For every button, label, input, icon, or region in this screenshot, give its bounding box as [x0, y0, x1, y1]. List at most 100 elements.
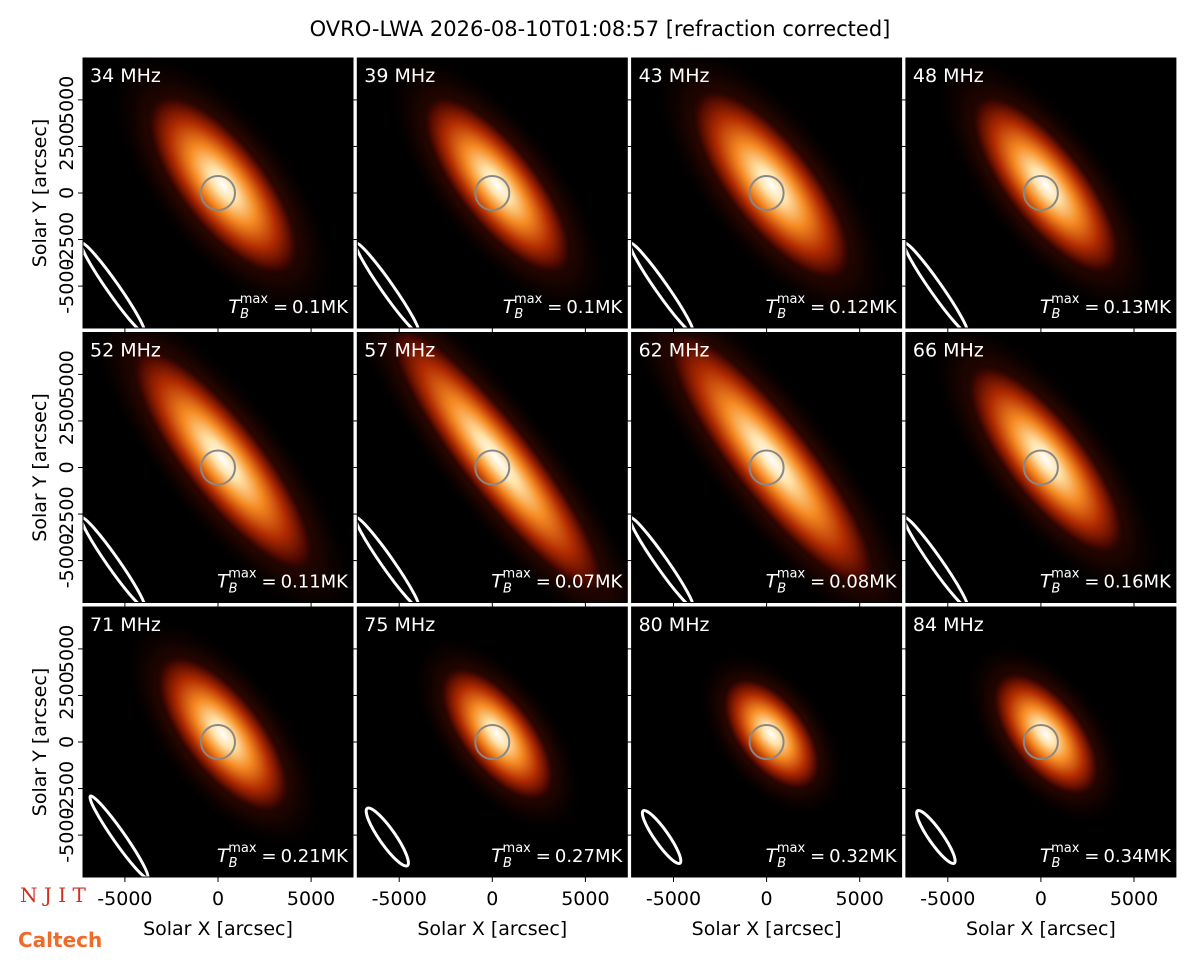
tb-superscript: max — [503, 567, 532, 582]
panel — [83, 58, 353, 328]
tb-superscript: max — [514, 292, 543, 307]
tb-max-value: 0.11MK — [281, 572, 350, 593]
panel — [905, 58, 1176, 328]
beam — [83, 241, 147, 328]
beam — [357, 241, 421, 328]
frequency-label: 84 MHz — [913, 614, 984, 636]
frequency-label: 39 MHz — [364, 65, 435, 87]
tb-subscript: B — [1052, 856, 1061, 871]
emission-core — [991, 670, 1101, 798]
panel — [83, 332, 353, 603]
y-axis-label: Solar Y [arcsec] — [29, 393, 51, 541]
y-tick-label: 0 — [56, 736, 78, 748]
y-tick-label: 2500 — [56, 671, 78, 719]
tb-equals: = — [810, 297, 825, 318]
y-tick-label: -5000 — [56, 258, 78, 313]
tb-equals: = — [810, 846, 825, 867]
y-tick-label: -2500 — [56, 761, 78, 816]
tb-subscript: B — [777, 856, 786, 871]
frequency-label: 52 MHz — [90, 340, 161, 362]
frequency-label: 43 MHz — [639, 65, 710, 87]
x-tick-label: 0 — [1035, 888, 1047, 910]
tb-equals: = — [1084, 297, 1099, 318]
solar-disk — [200, 724, 236, 760]
y-tick-label: -2500 — [56, 212, 78, 267]
x-tick-label: 0 — [212, 888, 224, 910]
y-tick-label: -5000 — [56, 533, 78, 588]
beam — [905, 241, 970, 328]
tb-symbol: T — [766, 571, 779, 593]
solar-disk — [1022, 175, 1059, 211]
y-tick-label: 0 — [56, 187, 78, 199]
tb-max-value: 0.16MK — [1103, 572, 1172, 593]
tb-superscript: max — [777, 841, 806, 856]
panel — [357, 58, 628, 328]
x-tick-label: 0 — [486, 888, 498, 910]
solar-disk — [1022, 724, 1059, 760]
panel — [631, 332, 902, 603]
tb-superscript: max — [777, 567, 806, 582]
frequency-label: 66 MHz — [913, 340, 984, 362]
beam — [88, 794, 150, 877]
tb-equals: = — [536, 572, 551, 593]
tb-equals: = — [1084, 572, 1099, 593]
x-axis-label: Solar X [arcsec] — [692, 918, 842, 940]
panel — [631, 58, 902, 328]
x-axis-label: Solar X [arcsec] — [966, 918, 1116, 940]
tb-equals: = — [261, 572, 276, 593]
tb-subscript: B — [240, 307, 249, 322]
beam — [631, 515, 696, 603]
tb-equals: = — [536, 846, 551, 867]
x-tick-label: 5000 — [836, 888, 884, 910]
beam — [364, 806, 410, 868]
tb-subscript: B — [514, 307, 523, 322]
panel — [905, 607, 1176, 877]
beam — [631, 241, 696, 328]
tb-max-value: 0.34MK — [1103, 846, 1172, 867]
tb-equals: = — [1084, 846, 1099, 867]
solar-disk — [748, 449, 785, 486]
emission-core — [969, 92, 1123, 278]
tb-equals: = — [810, 572, 825, 593]
frequency-label: 71 MHz — [90, 614, 161, 636]
emission-core — [387, 332, 608, 598]
tb-equals: = — [273, 297, 288, 318]
tb-subscript: B — [777, 307, 786, 322]
tb-max-value: 0.32MK — [829, 846, 898, 867]
emission-core — [721, 676, 822, 792]
frequency-label: 34 MHz — [90, 65, 161, 87]
emission-core — [438, 665, 557, 803]
logo-njit: N J I T — [20, 883, 86, 907]
tb-subscript: B — [503, 582, 512, 597]
y-tick-label: -2500 — [56, 486, 78, 541]
x-tick-label: -5000 — [372, 888, 427, 910]
y-axis-label: Solar Y [arcsec] — [29, 119, 51, 267]
y-tick-label: -5000 — [56, 807, 78, 862]
x-tick-label: 5000 — [287, 888, 335, 910]
solar-disk — [200, 449, 236, 486]
tb-subscript: B — [1052, 307, 1061, 322]
tb-superscript: max — [1051, 841, 1080, 856]
tb-superscript: max — [228, 567, 257, 582]
solar-disk — [474, 175, 511, 211]
panel — [357, 332, 628, 603]
panel — [631, 607, 902, 877]
y-tick-label: 5000 — [56, 76, 78, 124]
tb-max-value: 0.1MK — [292, 297, 349, 318]
panel — [357, 607, 628, 877]
emission-core — [154, 653, 292, 815]
tb-subscript: B — [1052, 582, 1061, 597]
solar-disk — [748, 175, 785, 211]
tb-subscript: B — [229, 856, 238, 871]
tb-max-value: 0.07MK — [555, 572, 624, 593]
frequency-label: 57 MHz — [364, 340, 435, 362]
tb-superscript: max — [503, 841, 532, 856]
emission-core — [965, 361, 1127, 558]
tb-symbol: T — [228, 296, 241, 318]
tb-symbol: T — [217, 571, 230, 593]
x-tick-label: -5000 — [920, 888, 975, 910]
tb-symbol: T — [491, 571, 504, 593]
emission-core — [664, 332, 879, 592]
y-tick-label: 2500 — [56, 397, 78, 445]
